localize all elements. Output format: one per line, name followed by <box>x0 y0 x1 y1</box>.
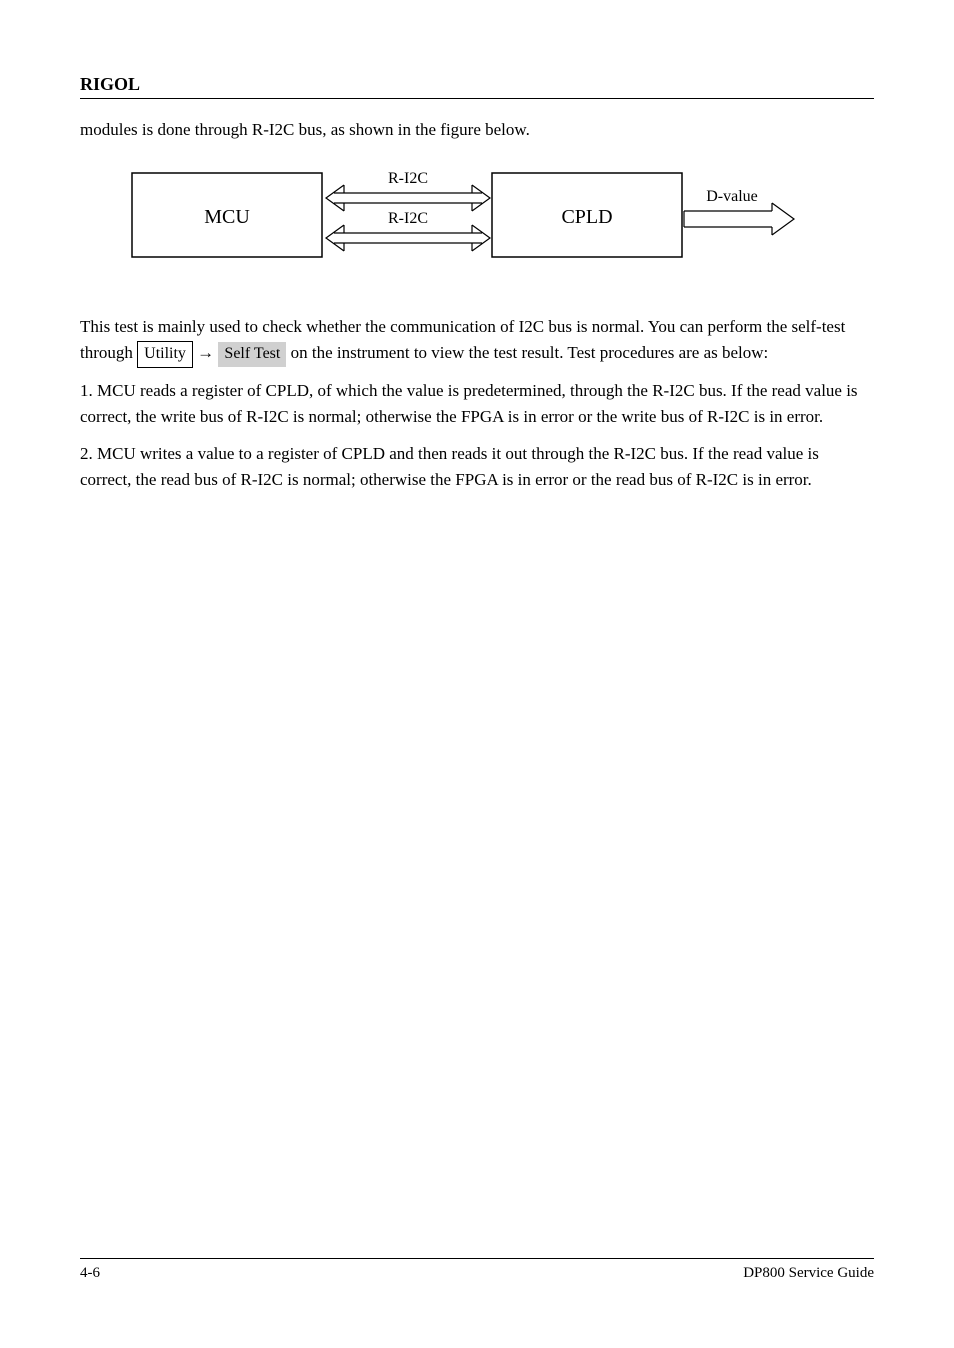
ri2c-top-label: R-I2C <box>388 170 428 187</box>
footer-rule <box>80 1258 874 1259</box>
para-selftest-lead: This test is mainly used to check whethe… <box>80 314 874 368</box>
bus-diagram: MCU R-I2C <box>80 155 874 283</box>
body-text: modules is done through R-I2C bus, as sh… <box>80 117 874 493</box>
dvalue-label: D-value <box>706 188 758 205</box>
procedure-step-2: 2. MCU writes a value to a register of C… <box>80 441 874 494</box>
dvalue-arrow <box>684 203 794 235</box>
ri2c-arrow-top <box>326 185 490 211</box>
arrow-glyph: → <box>197 343 218 362</box>
doc-id: DP800 Service Guide <box>743 1265 874 1282</box>
brand-label: RIGOL <box>80 74 874 98</box>
ri2c-arrow-bottom <box>326 225 490 251</box>
header-rule <box>80 98 874 99</box>
ri2c-bottom-label: R-I2C <box>388 210 428 227</box>
utility-button-ref: Utility <box>137 341 193 368</box>
page-footer: 4-6 DP800 Service Guide <box>80 1258 874 1282</box>
selftest-menu-ref: Self Test <box>218 342 286 367</box>
page-root: RIGOL modules is done through R-I2C bus,… <box>0 0 954 1348</box>
mcu-label: MCU <box>204 206 250 228</box>
para-selftest-lead-text2: on the instrument to view the test resul… <box>291 343 769 362</box>
procedure-step-1: 1. MCU reads a register of CPLD, of whic… <box>80 378 874 431</box>
page-number: 4-6 <box>80 1265 100 1282</box>
bus-diagram-svg: MCU R-I2C <box>112 155 832 275</box>
intro-paragraph: modules is done through R-I2C bus, as sh… <box>80 117 874 143</box>
cpld-label: CPLD <box>561 206 612 228</box>
